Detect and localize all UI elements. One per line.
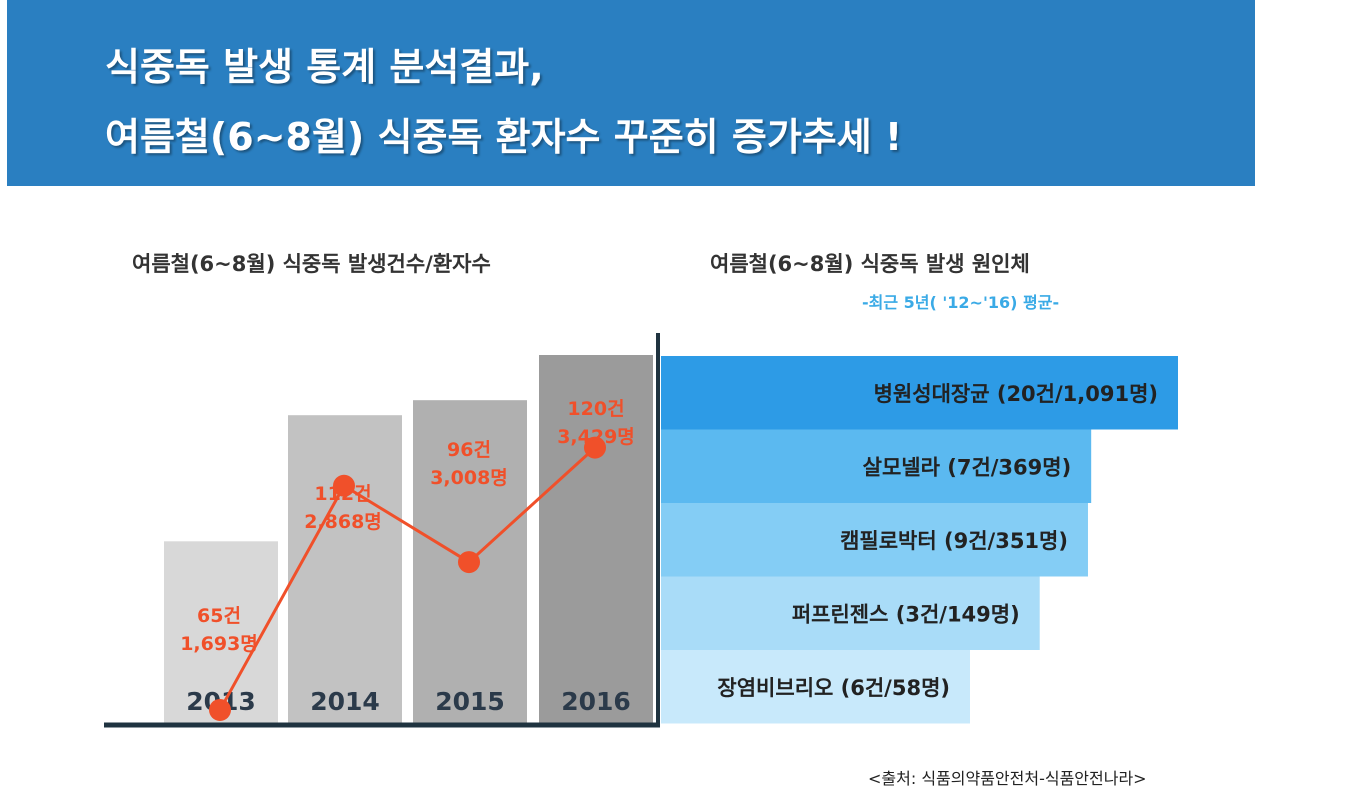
header-title-line1: 식중독 발생 통계 분석결과, — [105, 45, 544, 89]
bar-2016 — [539, 355, 653, 723]
bar-2014 — [288, 415, 402, 723]
cause-bar-4 — [661, 576, 1040, 650]
cause-bar-3 — [661, 503, 1088, 577]
x-tick-label: 2016 — [561, 687, 631, 716]
x-tick-label: 2015 — [435, 687, 505, 716]
cases-data-label: 112건 — [314, 483, 371, 505]
right-chart-subtitle: -최근 5년( '12~'16) 평균- — [862, 293, 1060, 312]
cause-label: 캠필로박터 (9건/351명) — [840, 529, 1068, 553]
header-title-line2: 여름철(6~8월) 식중독 환자수 꾸준히 증가추세 ! — [105, 115, 903, 159]
header-banner: 식중독 발생 통계 분석결과, 여름철(6~8월) 식중독 환자수 꾸준히 증가… — [7, 0, 1255, 186]
cause-bar-1 — [661, 356, 1178, 430]
cause-label: 병원성대장균 (20건/1,091명) — [874, 382, 1158, 406]
cases-point — [458, 551, 480, 574]
cause-label: 퍼프린젠스 (3건/149명) — [792, 602, 1020, 626]
cases-point — [584, 436, 606, 459]
cases-data-label: 65건 — [197, 605, 241, 627]
cases-point — [333, 474, 355, 497]
cases-line — [218, 446, 597, 711]
patients-data-label: 3,008명 — [430, 467, 508, 489]
cases-point — [209, 698, 231, 721]
cases-data-label: 96건 — [447, 439, 491, 461]
right-chart-title: 여름철(6~8월) 식중독 발생 원인체 — [710, 252, 1030, 276]
patients-data-label: 1,693명 — [180, 633, 258, 655]
cases-data-label: 120건 — [567, 398, 624, 420]
bar-2013 — [164, 541, 278, 723]
patients-data-label: 3,429명 — [557, 426, 635, 448]
source-note: <출처: 식품의약품안전처-식품안전나라> — [868, 769, 1147, 788]
patients-data-label: 2,868명 — [304, 511, 382, 533]
cause-label: 장염비브리오 (6건/58명) — [717, 676, 950, 700]
x-tick-label: 2014 — [310, 687, 380, 716]
cause-bar-2 — [661, 429, 1092, 503]
left-chart-title: 여름철(6~8월) 식중독 발생건수/환자수 — [132, 252, 491, 276]
cause-bar-5 — [661, 650, 970, 724]
cause-label: 살모넬라 (7건/369명) — [863, 455, 1072, 479]
